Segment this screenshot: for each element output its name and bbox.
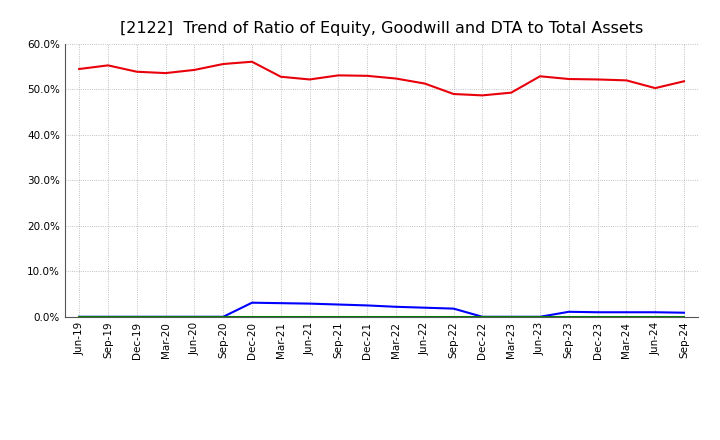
Goodwill — [478, 314, 487, 319]
Equity — [75, 66, 84, 72]
Deferred Tax Assets — [622, 314, 631, 319]
Line: Equity: Equity — [79, 62, 684, 95]
Equity — [161, 70, 170, 76]
Equity — [305, 77, 314, 82]
Deferred Tax Assets — [248, 314, 256, 319]
Deferred Tax Assets — [363, 314, 372, 319]
Deferred Tax Assets — [449, 314, 458, 319]
Deferred Tax Assets — [392, 314, 400, 319]
Equity — [564, 77, 573, 82]
Equity — [276, 74, 285, 79]
Equity — [651, 85, 660, 91]
Deferred Tax Assets — [305, 314, 314, 319]
Deferred Tax Assets — [680, 314, 688, 319]
Title: [2122]  Trend of Ratio of Equity, Goodwill and DTA to Total Assets: [2122] Trend of Ratio of Equity, Goodwil… — [120, 21, 643, 36]
Deferred Tax Assets — [161, 314, 170, 319]
Goodwill — [392, 304, 400, 309]
Goodwill — [75, 314, 84, 319]
Goodwill — [651, 310, 660, 315]
Goodwill — [132, 314, 141, 319]
Deferred Tax Assets — [420, 314, 429, 319]
Equity — [622, 78, 631, 83]
Equity — [593, 77, 602, 82]
Equity — [392, 76, 400, 81]
Deferred Tax Assets — [507, 314, 516, 319]
Equity — [190, 67, 199, 73]
Deferred Tax Assets — [190, 314, 199, 319]
Equity — [536, 73, 544, 79]
Deferred Tax Assets — [564, 314, 573, 319]
Deferred Tax Assets — [536, 314, 544, 319]
Goodwill — [507, 314, 516, 319]
Goodwill — [363, 303, 372, 308]
Goodwill — [449, 306, 458, 311]
Goodwill — [248, 300, 256, 305]
Goodwill — [593, 310, 602, 315]
Goodwill — [564, 309, 573, 315]
Goodwill — [622, 310, 631, 315]
Goodwill — [219, 314, 228, 319]
Equity — [363, 73, 372, 78]
Equity — [334, 73, 343, 78]
Goodwill — [680, 310, 688, 315]
Deferred Tax Assets — [651, 314, 660, 319]
Equity — [104, 63, 112, 68]
Deferred Tax Assets — [593, 314, 602, 319]
Equity — [219, 61, 228, 66]
Deferred Tax Assets — [478, 314, 487, 319]
Equity — [132, 69, 141, 74]
Goodwill — [190, 314, 199, 319]
Equity — [680, 79, 688, 84]
Equity — [478, 93, 487, 98]
Goodwill — [334, 302, 343, 307]
Equity — [449, 92, 458, 97]
Goodwill — [536, 314, 544, 319]
Goodwill — [305, 301, 314, 306]
Equity — [420, 81, 429, 86]
Deferred Tax Assets — [132, 314, 141, 319]
Line: Goodwill: Goodwill — [79, 303, 684, 317]
Deferred Tax Assets — [334, 314, 343, 319]
Goodwill — [420, 305, 429, 310]
Equity — [248, 59, 256, 64]
Deferred Tax Assets — [75, 314, 84, 319]
Deferred Tax Assets — [104, 314, 112, 319]
Equity — [507, 90, 516, 95]
Goodwill — [276, 301, 285, 306]
Deferred Tax Assets — [219, 314, 228, 319]
Goodwill — [104, 314, 112, 319]
Deferred Tax Assets — [276, 314, 285, 319]
Goodwill — [161, 314, 170, 319]
